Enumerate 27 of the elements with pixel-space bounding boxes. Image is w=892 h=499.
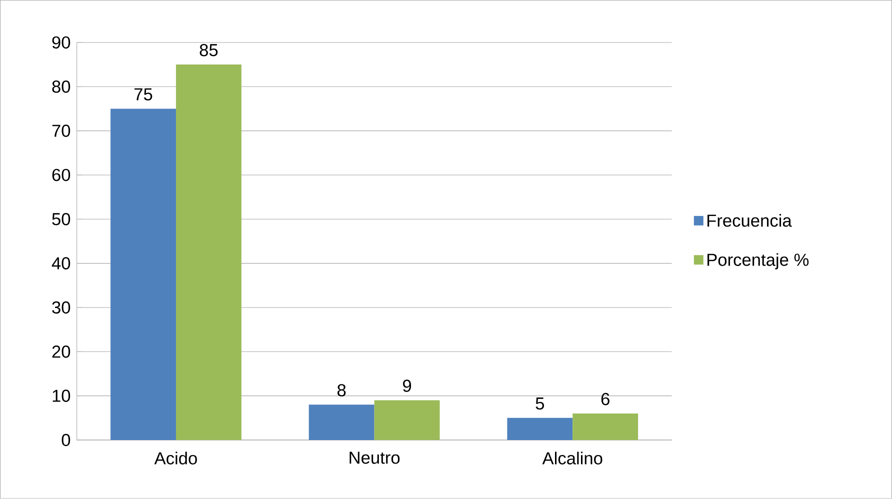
- legend-label: Frecuencia: [707, 214, 792, 227]
- y-tick-label: 30: [52, 301, 70, 314]
- data-label: 9: [403, 380, 412, 392]
- bar: [176, 64, 242, 440]
- bar: [572, 414, 638, 440]
- y-tick-label: 20: [52, 346, 70, 358]
- bar: [308, 404, 374, 440]
- y-tick-label: 0: [62, 434, 70, 446]
- y-tick-label: 60: [52, 168, 70, 182]
- data-label: 85: [200, 44, 218, 56]
- y-tick-label: 90: [52, 36, 70, 49]
- data-label: 8: [338, 384, 346, 396]
- y-tick-label: 50: [52, 213, 70, 226]
- y-tick-label: 40: [52, 257, 70, 270]
- bar: [110, 108, 176, 440]
- x-tick-label: Neutro: [350, 452, 400, 464]
- data-label: 6: [601, 393, 610, 406]
- y-tick-label: 10: [52, 390, 70, 402]
- data-label: 5: [536, 398, 544, 410]
- y-tick-label: 70: [52, 124, 70, 138]
- legend-label: Porcentaje %: [707, 253, 809, 270]
- bar: [374, 400, 440, 440]
- data-label: 75: [134, 88, 152, 101]
- x-tick-label: Acido: [154, 452, 197, 465]
- bar: [507, 418, 573, 440]
- y-tick-label: 80: [52, 80, 70, 93]
- x-tick-label: Alcalino: [542, 452, 602, 465]
